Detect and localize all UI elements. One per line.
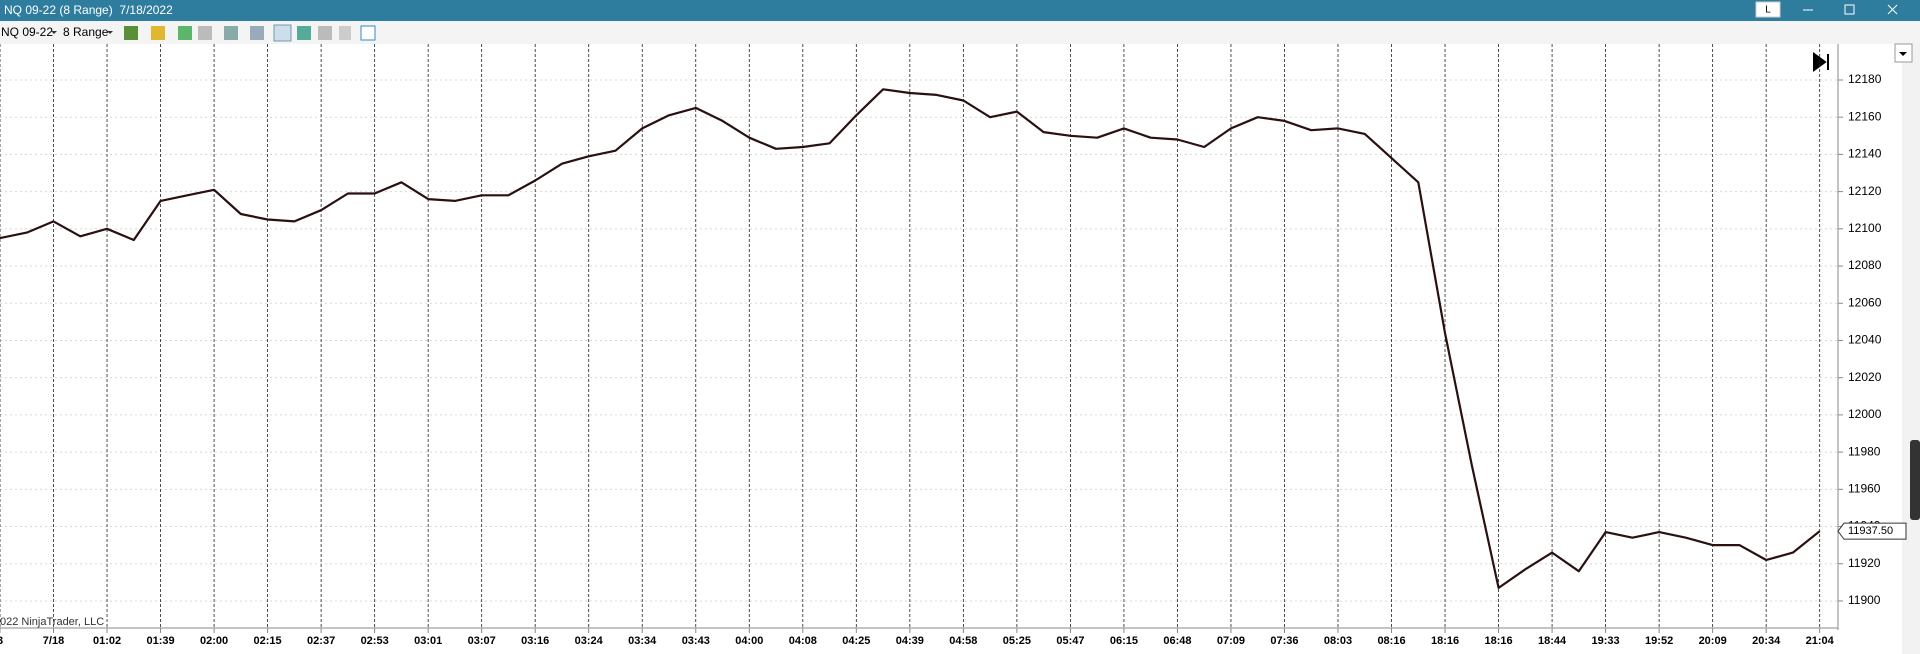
x-tick-label: 03:24 [575, 635, 604, 647]
x-tick-label: 18:16 [1484, 635, 1512, 647]
window-title: NQ 09-22 (8 Range) 7/18/2022 [4, 3, 173, 17]
draw-tool-icon[interactable] [151, 26, 165, 40]
x-tick-label: 04:25 [842, 635, 870, 647]
last-price-label: 11937.50 [1848, 525, 1893, 537]
period-selector[interactable]: 8 Range [63, 25, 109, 39]
x-tick-label: 01:39 [146, 635, 174, 647]
x-tick-label: 7/18 [43, 635, 64, 647]
y-tick-label: 12140 [1848, 147, 1882, 161]
side-panel-tabs[interactable] [1910, 440, 1920, 520]
x-tick-label: 08:16 [1377, 635, 1405, 647]
x-tick-label: 3 [0, 635, 3, 647]
chart-style-icon[interactable] [124, 26, 138, 40]
x-tick-label: 03:34 [628, 635, 657, 647]
y-tick-label: 12180 [1848, 72, 1882, 86]
l-button-label[interactable]: L [1765, 5, 1771, 16]
x-tick-label: 01:02 [93, 635, 121, 647]
y-tick-label: 12000 [1848, 407, 1882, 421]
dropdown-arrow [107, 31, 113, 34]
x-tick-label: 02:53 [361, 635, 389, 647]
y-tick-label: 11980 [1848, 444, 1881, 458]
x-tick-label: 04:08 [789, 635, 817, 647]
y-tick-label: 11920 [1848, 556, 1881, 570]
y-tick-label: 12100 [1848, 221, 1882, 235]
x-tick-label: 07:36 [1270, 635, 1298, 647]
x-tick-label: 18:44 [1538, 635, 1567, 647]
x-tick-label: 02:15 [254, 635, 282, 647]
marker-icon[interactable] [178, 26, 192, 40]
y-tick-label: 11960 [1848, 481, 1881, 495]
template-icon[interactable] [318, 26, 332, 40]
close-button[interactable] [1887, 4, 1898, 15]
plot-layer: 1190011920119401196011980120001202012040… [0, 44, 1907, 647]
y-tick-label: 11900 [1848, 593, 1881, 607]
instrument-selector[interactable]: NQ 09-22 [1, 25, 53, 39]
x-tick-label: 03:01 [414, 635, 442, 647]
scroll-to-end-button[interactable] [1813, 52, 1829, 72]
x-tick-label: 03:07 [468, 635, 496, 647]
zoom-icon[interactable] [224, 26, 238, 40]
x-tick-label: 03:43 [682, 635, 710, 647]
x-tick-label: 20:34 [1752, 635, 1781, 647]
x-tick-label: 04:58 [949, 635, 977, 647]
x-tick-label: 06:48 [1163, 635, 1191, 647]
dropdown-arrow [51, 31, 57, 34]
x-tick-label: 06:15 [1110, 635, 1138, 647]
x-tick-label: 04:00 [735, 635, 763, 647]
strategy-icon[interactable] [297, 26, 311, 40]
x-tick-label: 04:39 [896, 635, 924, 647]
l-button[interactable] [1755, 1, 1781, 18]
title-bar [0, 0, 1920, 21]
menu-arrow [1899, 52, 1907, 56]
y-tick-label: 12160 [1848, 109, 1882, 123]
y-tick-label: 12040 [1848, 333, 1882, 347]
x-tick-label: 02:37 [307, 635, 335, 647]
x-tick-label: 19:33 [1592, 635, 1620, 647]
price-line [0, 88, 1821, 589]
x-tick-label: 02:00 [200, 635, 228, 647]
crosshair-icon[interactable] [198, 26, 212, 40]
x-tick-label: 07:09 [1217, 635, 1245, 647]
indicator-icon[interactable] [273, 24, 292, 42]
x-tick-label: 05:47 [1056, 635, 1084, 647]
y-tick-label: 12120 [1848, 184, 1882, 198]
search-icon[interactable] [250, 26, 264, 40]
last-price-marker [1837, 522, 1907, 540]
x-tick-label: 08:03 [1324, 635, 1352, 647]
toolbar [0, 21, 1920, 44]
x-tick-label: 03:16 [521, 635, 549, 647]
copyright: 022 NinjaTrader, LLC [0, 616, 104, 628]
x-tick-label: 21:04 [1806, 635, 1835, 647]
scrollbar[interactable] [1902, 44, 1920, 654]
properties-icon[interactable] [339, 26, 351, 40]
y-tick-label: 12020 [1848, 370, 1882, 384]
x-tick-label: 05:25 [1003, 635, 1031, 647]
x-tick-label: 18:16 [1431, 635, 1459, 647]
x-tick-label: 19:52 [1645, 635, 1673, 647]
maximize-button[interactable] [1844, 4, 1855, 15]
layout-icon[interactable] [360, 25, 376, 41]
x-tick-label: 20:09 [1699, 635, 1727, 647]
y-tick-label: 12060 [1848, 295, 1882, 309]
y-tick-label: 12080 [1848, 258, 1882, 272]
